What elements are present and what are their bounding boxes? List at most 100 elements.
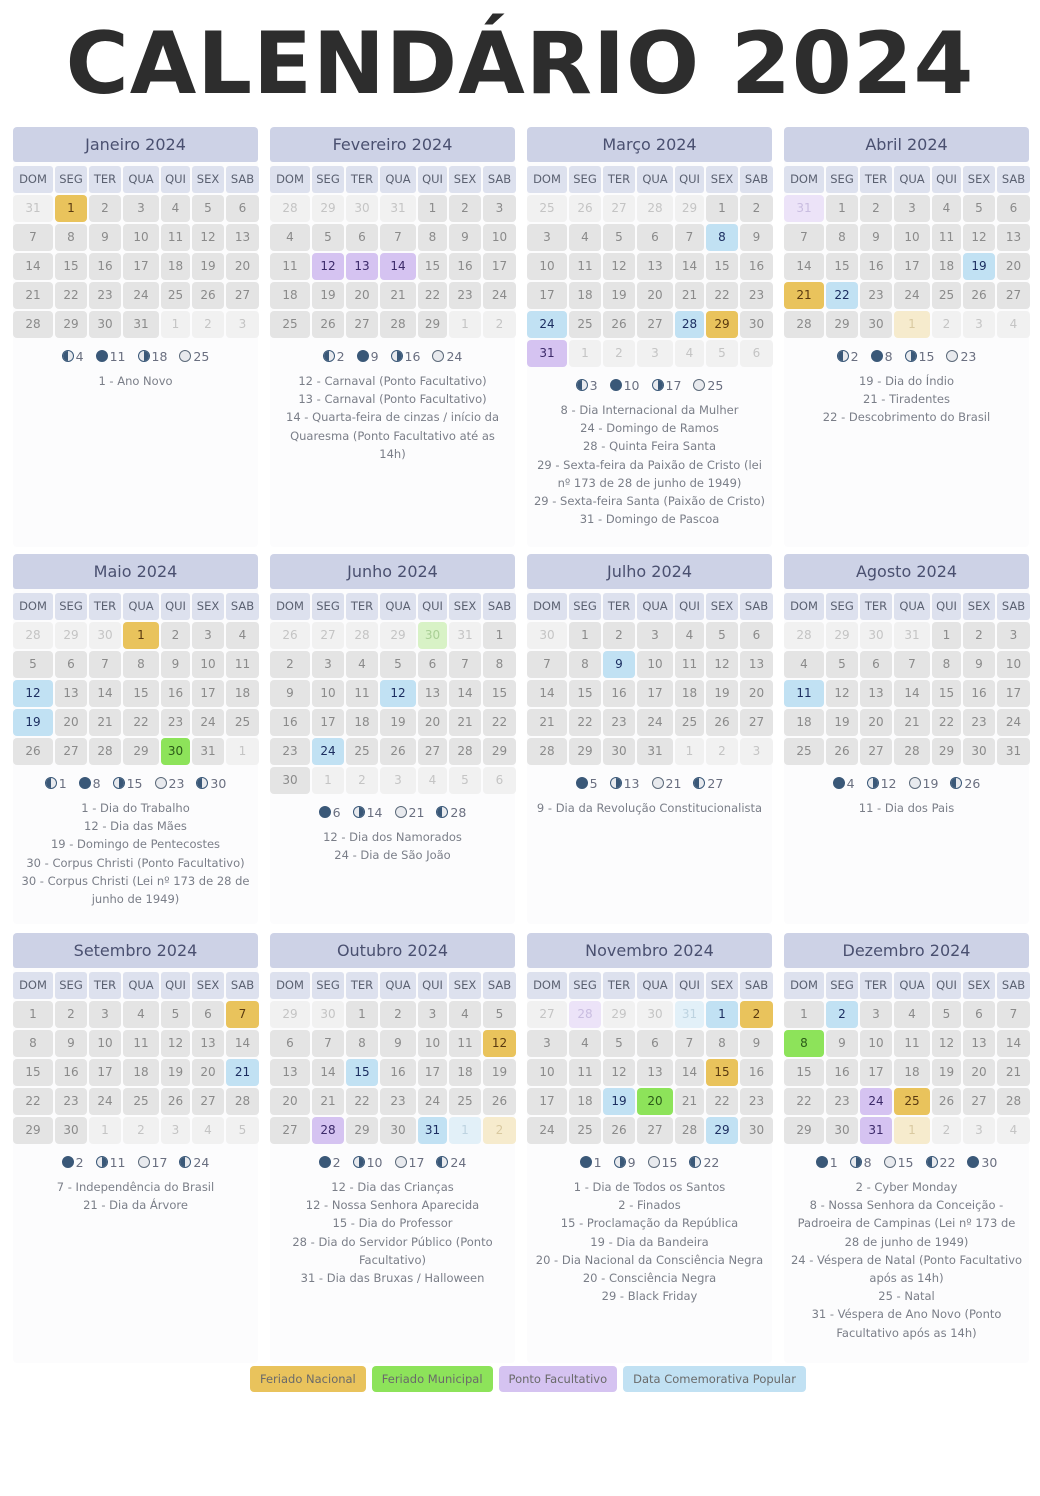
day-cell[interactable]: 7: [312, 1030, 344, 1057]
day-cell[interactable]: 31: [13, 195, 53, 222]
day-cell[interactable]: 11: [161, 224, 190, 251]
day-cell[interactable]: 25: [123, 1088, 159, 1115]
day-cell[interactable]: 21: [675, 282, 704, 309]
day-cell[interactable]: 21: [527, 709, 567, 736]
day-cell[interactable]: 14: [226, 1030, 259, 1057]
day-cell[interactable]: 3: [123, 195, 159, 222]
day-cell[interactable]: 22: [569, 709, 601, 736]
day-cell[interactable]: 21: [997, 1059, 1030, 1086]
day-cell[interactable]: 7: [527, 651, 567, 678]
day-cell[interactable]: 24: [637, 709, 673, 736]
day-cell[interactable]: 10: [312, 680, 344, 707]
day-cell[interactable]: 5: [603, 1030, 635, 1057]
day-cell[interactable]: 25: [569, 1117, 601, 1144]
day-cell-nac[interactable]: 29: [706, 311, 738, 338]
day-cell[interactable]: 1: [226, 738, 259, 765]
day-cell[interactable]: 26: [380, 738, 416, 765]
day-cell[interactable]: 6: [418, 651, 447, 678]
day-cell[interactable]: 20: [963, 1059, 995, 1086]
day-cell[interactable]: 13: [270, 1059, 310, 1086]
day-cell[interactable]: 3: [418, 1001, 447, 1028]
day-cell-com[interactable]: 8: [706, 224, 738, 251]
day-cell[interactable]: 6: [637, 224, 673, 251]
day-cell[interactable]: 24: [894, 282, 930, 309]
day-cell[interactable]: 28: [527, 738, 567, 765]
day-cell[interactable]: 8: [123, 651, 159, 678]
day-cell[interactable]: 3: [161, 1117, 190, 1144]
day-cell[interactable]: 17: [483, 253, 516, 280]
day-cell[interactable]: 18: [270, 282, 310, 309]
day-cell[interactable]: 22: [483, 709, 516, 736]
day-cell[interactable]: 4: [569, 224, 601, 251]
day-cell[interactable]: 24: [89, 1088, 121, 1115]
day-cell[interactable]: 25: [932, 282, 961, 309]
day-cell[interactable]: 5: [449, 767, 481, 794]
day-cell[interactable]: 30: [826, 1117, 858, 1144]
day-cell-nac[interactable]: 1: [894, 1117, 930, 1144]
day-cell[interactable]: 3: [740, 738, 773, 765]
day-cell[interactable]: 13: [860, 680, 892, 707]
day-cell-com[interactable]: 31: [418, 1117, 447, 1144]
day-cell[interactable]: 18: [449, 1059, 481, 1086]
day-cell[interactable]: 26: [706, 709, 738, 736]
day-cell[interactable]: 1: [449, 311, 481, 338]
day-cell[interactable]: 5: [13, 651, 53, 678]
day-cell-mun[interactable]: 30: [418, 622, 447, 649]
day-cell[interactable]: 20: [55, 709, 87, 736]
day-cell[interactable]: 28: [226, 1088, 259, 1115]
day-cell[interactable]: 23: [740, 282, 773, 309]
day-cell[interactable]: 18: [161, 253, 190, 280]
day-cell[interactable]: 25: [346, 738, 378, 765]
day-cell[interactable]: 30: [603, 738, 635, 765]
day-cell[interactable]: 4: [997, 1117, 1030, 1144]
day-cell[interactable]: 27: [192, 1088, 224, 1115]
day-cell[interactable]: 26: [603, 1117, 635, 1144]
day-cell[interactable]: 31: [123, 311, 159, 338]
day-cell[interactable]: 13: [226, 224, 259, 251]
day-cell[interactable]: 24: [192, 709, 224, 736]
day-cell[interactable]: 10: [527, 1059, 567, 1086]
day-cell[interactable]: 4: [675, 340, 704, 367]
day-cell[interactable]: 28: [784, 622, 824, 649]
day-cell[interactable]: 23: [860, 282, 892, 309]
day-cell[interactable]: 2: [603, 622, 635, 649]
day-cell[interactable]: 22: [784, 1088, 824, 1115]
day-cell[interactable]: 20: [860, 709, 892, 736]
day-cell[interactable]: 26: [826, 738, 858, 765]
day-cell[interactable]: 14: [997, 1030, 1030, 1057]
day-cell[interactable]: 28: [449, 738, 481, 765]
day-cell[interactable]: 28: [89, 738, 121, 765]
day-cell[interactable]: 27: [603, 195, 635, 222]
day-cell-com[interactable]: 19: [963, 253, 995, 280]
day-cell[interactable]: 7: [675, 1030, 704, 1057]
day-cell[interactable]: 26: [312, 311, 344, 338]
day-cell[interactable]: 6: [270, 1030, 310, 1057]
day-cell[interactable]: 11: [346, 680, 378, 707]
day-cell[interactable]: 14: [89, 680, 121, 707]
day-cell[interactable]: 29: [418, 311, 447, 338]
day-cell-com[interactable]: 15: [346, 1059, 378, 1086]
day-cell[interactable]: 28: [675, 1117, 704, 1144]
day-cell[interactable]: 25: [675, 709, 704, 736]
day-cell[interactable]: 24: [997, 709, 1030, 736]
day-cell[interactable]: 10: [527, 253, 567, 280]
day-cell[interactable]: 11: [569, 1059, 601, 1086]
day-cell[interactable]: 27: [637, 1117, 673, 1144]
day-cell[interactable]: 5: [192, 195, 224, 222]
day-cell-nac[interactable]: 2: [483, 1117, 516, 1144]
day-cell[interactable]: 13: [55, 680, 87, 707]
day-cell[interactable]: 29: [932, 738, 961, 765]
day-cell-nac[interactable]: 7: [226, 1001, 259, 1028]
day-cell[interactable]: 31: [637, 738, 673, 765]
day-cell[interactable]: 15: [569, 680, 601, 707]
day-cell[interactable]: 16: [740, 253, 773, 280]
day-cell[interactable]: 25: [226, 709, 259, 736]
day-cell[interactable]: 17: [89, 1059, 121, 1086]
day-cell[interactable]: 29: [784, 1117, 824, 1144]
day-cell-com[interactable]: 1: [706, 1001, 738, 1028]
day-cell[interactable]: 1: [418, 195, 447, 222]
day-cell-pf[interactable]: 31: [784, 195, 824, 222]
day-cell-pf[interactable]: 28: [569, 1001, 601, 1028]
day-cell[interactable]: 15: [13, 1059, 53, 1086]
day-cell[interactable]: 22: [418, 282, 447, 309]
